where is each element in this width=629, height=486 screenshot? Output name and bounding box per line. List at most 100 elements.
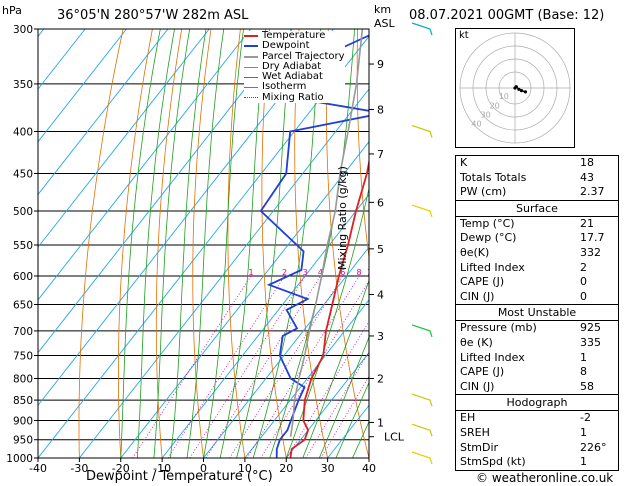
y-tick-label: 800 (13, 373, 33, 385)
row-label: θe(K) (460, 245, 490, 259)
wet-adiabat-line (252, 29, 321, 458)
hodograph: kt 10 20 30 40 (455, 28, 575, 148)
surface-row: Dewp (°C) 17.7 (456, 231, 618, 246)
row-value: 21 (580, 216, 594, 230)
mixing-ratio-label: 2 (282, 268, 287, 277)
row-value: 0 (580, 289, 587, 303)
hodograph-ring-label: 10 (499, 92, 509, 101)
km-tick-label: 5 (377, 243, 384, 256)
wet-adiabat-line (203, 29, 244, 458)
km-label: km (374, 3, 392, 16)
wind-barbs (411, 22, 433, 465)
km-tick-label: 4 (377, 288, 384, 301)
isotherm-line (244, 299, 369, 458)
y-tick-label: 350 (13, 79, 33, 91)
km-tick-label: 2 (377, 372, 384, 385)
row-label: Temp (°C) (460, 216, 515, 230)
wind-barb (411, 124, 433, 138)
y-tick-label: 400 (13, 127, 33, 139)
grid-lines: 1 2 3 4 6 8 10 15 20 25 (38, 29, 419, 458)
hodograph-unit: kt (459, 30, 469, 41)
legend-item-dry-adiabat: Dry Adiabat (244, 61, 345, 72)
y-tick-label: 900 (13, 415, 33, 427)
row-value: 335 (580, 335, 601, 349)
mixing-ratio-label: 20 (409, 268, 419, 277)
mixing-ratio-axis-label: Mixing Ratio (g/kg) (336, 166, 349, 270)
wet-adiabat-line (318, 336, 369, 458)
mixing-ratio-label: 8 (357, 268, 362, 277)
x-tick-label: -10 (153, 462, 171, 475)
dry-adiabat-line (356, 29, 369, 261)
row-label: EH (460, 411, 476, 425)
x-tick-label: 20 (279, 462, 293, 475)
most-unstable-header: Most Unstable (456, 304, 618, 322)
hodograph-point (514, 85, 518, 89)
legend-swatch (244, 66, 258, 68)
row-value: 58 (580, 379, 594, 393)
wet-adiabat-line (186, 29, 225, 458)
mixing-ratio-label: 3 (303, 268, 308, 277)
wet-adiabat-line (302, 279, 369, 458)
km-tick-label: 1 (377, 416, 384, 429)
mixing-ratio-line (189, 275, 306, 458)
legend-item-dewpoint: Dewpoint (244, 40, 345, 51)
wind-barb (411, 204, 433, 218)
isotherm-line (161, 193, 369, 458)
y-tick-label: 600 (13, 271, 33, 283)
dry-adiabat-line (294, 29, 328, 458)
index-label: K (460, 156, 468, 169)
series-temperature (289, 157, 369, 458)
index-label: Totals Totals (460, 170, 527, 184)
x-tick-label: 10 (238, 462, 252, 475)
y-tick-label: 650 (13, 300, 33, 312)
series-parcel-trajectory (289, 29, 364, 437)
hodograph-header: Hodograph (456, 394, 618, 412)
isotherm-line (38, 29, 251, 301)
km-tick-label: 3 (377, 330, 384, 343)
km-tick-label: 7 (377, 148, 384, 161)
y-tick-label: 450 (13, 168, 33, 180)
legend-item-parcel: Parcel Trajectory (244, 51, 345, 62)
wet-adiabat-line (236, 29, 292, 458)
index-k: K 18 (456, 156, 618, 171)
row-label: SREH (460, 425, 490, 439)
legend-swatch (244, 45, 258, 48)
row-value: 332 (580, 245, 601, 259)
mixing-ratio-label: 1 (248, 268, 253, 277)
y-tick-label: 950 (13, 435, 33, 447)
isotherm-line (38, 29, 169, 196)
mu-row: θe (K) 335 (456, 336, 618, 351)
hodograph-point (517, 87, 521, 91)
hodograph-ring-label: 40 (471, 120, 481, 129)
hodo-row: StmSpd (kt) 1 (456, 455, 618, 470)
legend-label: Temperature (262, 30, 326, 41)
x-tick-label: -40 (29, 462, 47, 475)
row-value: 0 (580, 275, 587, 289)
isotherm-line (285, 351, 369, 458)
dry-adiabat-line (325, 29, 369, 458)
mu-row: CIN (J) 58 (456, 380, 618, 395)
index-value: 18 (580, 156, 594, 169)
dry-adiabat-line (192, 29, 212, 458)
legend-swatch (244, 35, 258, 38)
row-label: θe (K) (460, 335, 493, 349)
legend: Temperature Dewpoint Parcel Trajectory D… (244, 30, 345, 104)
hodograph-ring-label: 30 (481, 110, 491, 119)
isotherm-line (203, 246, 369, 458)
surface-row: θe(K) 332 (456, 246, 618, 261)
row-value: 1 (580, 350, 587, 364)
row-label: CIN (J) (460, 379, 495, 393)
km-tick-label: 9 (377, 58, 384, 71)
row-value: 1 (580, 425, 587, 439)
hpa-label: hPa (2, 4, 22, 17)
wet-adiabat-line (120, 29, 161, 458)
legend-item-wet-adiabat: Wet Adiabat (244, 71, 345, 82)
x-tick-label: 30 (321, 462, 335, 475)
index-totals: Totals Totals 43 (456, 171, 618, 186)
row-value: 8 (580, 365, 587, 379)
mixing-ratio-line (205, 275, 321, 458)
mixing-ratio-line (229, 275, 344, 458)
dry-adiabat-line (78, 29, 124, 458)
isotherm-line (79, 88, 369, 458)
mixing-ratio-line (260, 280, 369, 458)
